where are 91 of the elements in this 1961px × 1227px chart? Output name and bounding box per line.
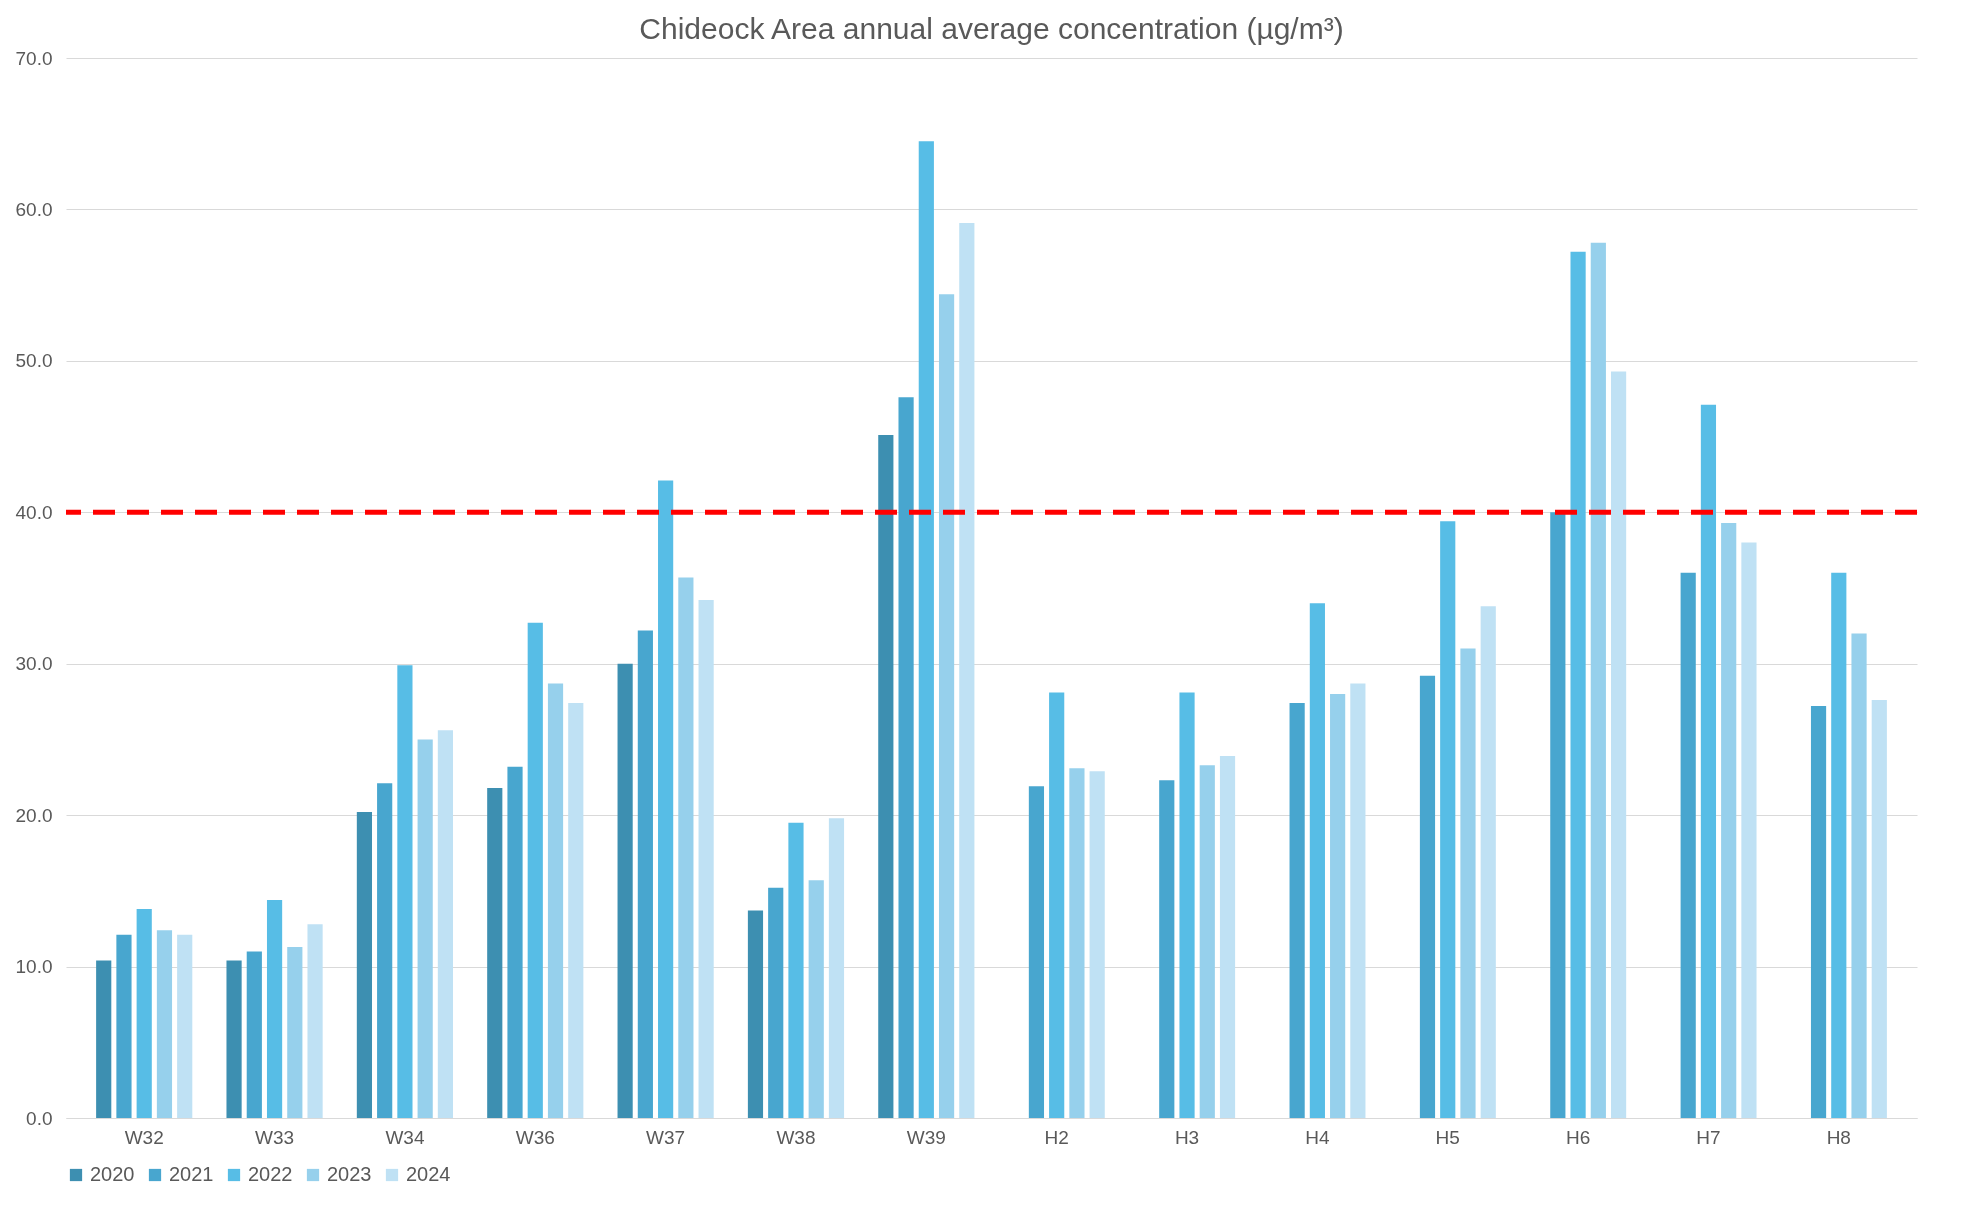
x-tick-label: W34	[385, 1126, 425, 1148]
bar	[1219, 756, 1236, 1118]
bar	[1460, 648, 1476, 1118]
legend-label: 2024	[406, 1163, 451, 1185]
bar	[246, 951, 262, 1118]
bar	[487, 787, 503, 1118]
bar	[1159, 780, 1175, 1118]
x-tick-label: W36	[515, 1126, 555, 1148]
x-tick-label: W37	[646, 1126, 686, 1148]
bar	[116, 934, 132, 1118]
bar	[226, 960, 242, 1118]
bar	[1309, 603, 1325, 1118]
bar	[1570, 251, 1586, 1118]
x-tick-label: H8	[1826, 1126, 1851, 1148]
bar	[1028, 786, 1045, 1118]
x-tick-label: W33	[255, 1126, 295, 1148]
bar	[878, 435, 894, 1118]
bar	[1610, 371, 1627, 1118]
legend-label: 2023	[327, 1163, 372, 1185]
x-tick-label: H4	[1305, 1126, 1330, 1148]
bar	[898, 397, 914, 1118]
bar	[637, 630, 653, 1118]
bar	[678, 577, 694, 1118]
bar	[547, 683, 564, 1118]
bar	[1550, 512, 1566, 1118]
bar	[1049, 692, 1065, 1118]
bar	[397, 665, 413, 1118]
bar	[828, 818, 845, 1118]
bar	[1440, 521, 1456, 1118]
x-tick-label: W32	[124, 1126, 164, 1148]
bar	[1680, 572, 1696, 1118]
bar	[1721, 522, 1737, 1118]
bar	[437, 730, 454, 1118]
bar	[1871, 700, 1887, 1118]
bar	[1089, 771, 1105, 1118]
bar	[377, 783, 393, 1118]
legend-label: 2021	[169, 1163, 214, 1185]
bar	[658, 480, 674, 1118]
bar	[287, 946, 303, 1118]
x-tick-label: H5	[1435, 1126, 1460, 1148]
y-tick-label: 20.0	[15, 804, 53, 826]
bar	[938, 294, 955, 1118]
x-tick-label: H2	[1044, 1126, 1069, 1148]
bar	[1199, 765, 1215, 1118]
legend-label: 2020	[90, 1163, 135, 1185]
bar	[959, 223, 975, 1118]
bar	[1350, 683, 1366, 1118]
bar	[1480, 606, 1496, 1118]
bar	[136, 909, 152, 1118]
bar	[177, 934, 193, 1118]
bar	[1810, 706, 1827, 1118]
x-tick-label: H3	[1174, 1126, 1200, 1148]
bar	[356, 812, 373, 1118]
bar	[768, 887, 784, 1118]
bar	[1330, 694, 1346, 1118]
bar	[568, 703, 584, 1118]
bar	[1700, 404, 1717, 1118]
bar	[698, 600, 714, 1118]
bar	[808, 880, 824, 1118]
y-tick-label: 60.0	[15, 198, 53, 220]
bar	[307, 924, 323, 1118]
bar	[527, 622, 543, 1118]
x-tick-label: H6	[1565, 1126, 1591, 1148]
bar	[96, 960, 112, 1118]
bar	[1831, 572, 1847, 1118]
bar	[918, 141, 934, 1118]
bar	[1179, 692, 1195, 1118]
bar	[1851, 633, 1867, 1118]
bar	[788, 822, 804, 1118]
bar	[747, 910, 764, 1118]
bar	[417, 739, 433, 1118]
bar	[1069, 768, 1085, 1118]
bar	[1419, 675, 1436, 1118]
bar	[1741, 542, 1757, 1118]
bar	[617, 663, 633, 1118]
x-tick-label: H7	[1696, 1126, 1721, 1148]
y-tick-label: 30.0	[15, 653, 53, 675]
bar	[156, 930, 173, 1118]
bar	[1590, 242, 1606, 1118]
bar	[1289, 703, 1305, 1118]
bar	[266, 899, 283, 1118]
x-tick-label: W38	[776, 1126, 816, 1148]
y-tick-label: 50.0	[15, 350, 53, 372]
bar	[507, 766, 523, 1118]
legend-label: 2022	[248, 1163, 293, 1185]
y-tick-label: 10.0	[15, 956, 53, 978]
y-tick-label: 40.0	[15, 501, 53, 523]
y-tick-label: 70.0	[15, 47, 53, 69]
x-tick-label: W39	[906, 1126, 946, 1148]
y-tick-label: 0.0	[26, 1107, 53, 1129]
chart-title: Chideock Area annual average concentration (µg/m³)	[639, 12, 1344, 45]
